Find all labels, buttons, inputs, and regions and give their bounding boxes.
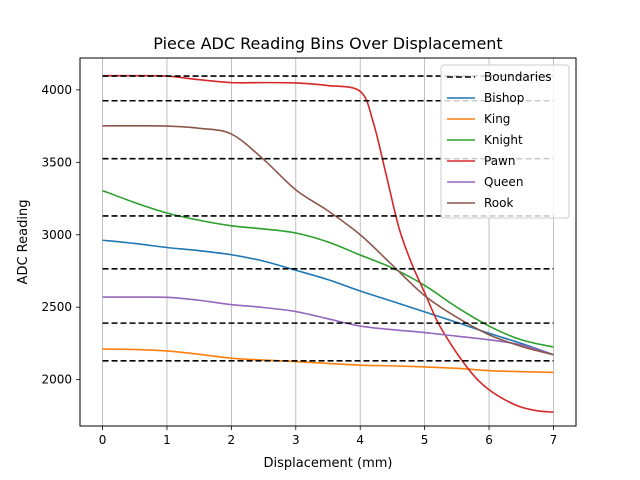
x-tick-label: 7 bbox=[550, 433, 558, 447]
legend-box bbox=[440, 64, 570, 219]
legend: Boundaries Bishop King Knight Pawn Queen Rook bbox=[440, 64, 570, 219]
legend-label-pawn: Pawn bbox=[484, 154, 515, 168]
y-tick-label: 3000 bbox=[41, 228, 72, 242]
x-tick-label: 3 bbox=[292, 433, 300, 447]
chart-title: Piece ADC Reading Bins Over Displacement bbox=[153, 34, 502, 53]
x-tick-label: 2 bbox=[228, 433, 236, 447]
x-tick-label: 5 bbox=[421, 433, 429, 447]
x-axis-ticks: 0 1 2 3 4 5 6 7 bbox=[99, 426, 558, 447]
series-line-rook bbox=[102, 124, 554, 356]
legend-label-bishop: Bishop bbox=[484, 91, 524, 105]
y-tick-label: 3500 bbox=[41, 155, 72, 169]
series-line-pawn bbox=[102, 74, 554, 414]
series-line-king bbox=[102, 348, 554, 374]
legend-label-rook: Rook bbox=[484, 196, 513, 210]
legend-label-queen: Queen bbox=[484, 175, 523, 189]
y-tick-label: 2000 bbox=[41, 373, 72, 387]
y-tick-label: 4000 bbox=[41, 83, 72, 97]
x-tick-label: 6 bbox=[485, 433, 493, 447]
legend-label-boundaries: Boundaries bbox=[484, 70, 552, 84]
y-axis-ticks: 2000 2500 3000 3500 4000 bbox=[41, 83, 80, 387]
x-tick-label: 0 bbox=[99, 433, 107, 447]
plot-frame bbox=[79, 57, 577, 427]
x-axis-label: Displacement (mm) bbox=[264, 456, 393, 471]
legend-label-knight: Knight bbox=[484, 133, 523, 147]
legend-label-king: King bbox=[484, 112, 510, 126]
x-tick-label: 4 bbox=[356, 433, 364, 447]
x-tick-label: 1 bbox=[163, 433, 171, 447]
boundary-lines bbox=[102, 75, 554, 362]
y-tick-label: 2500 bbox=[41, 300, 72, 314]
series-line-queen bbox=[102, 296, 554, 356]
y-axis-label: ADC Reading bbox=[16, 200, 31, 285]
